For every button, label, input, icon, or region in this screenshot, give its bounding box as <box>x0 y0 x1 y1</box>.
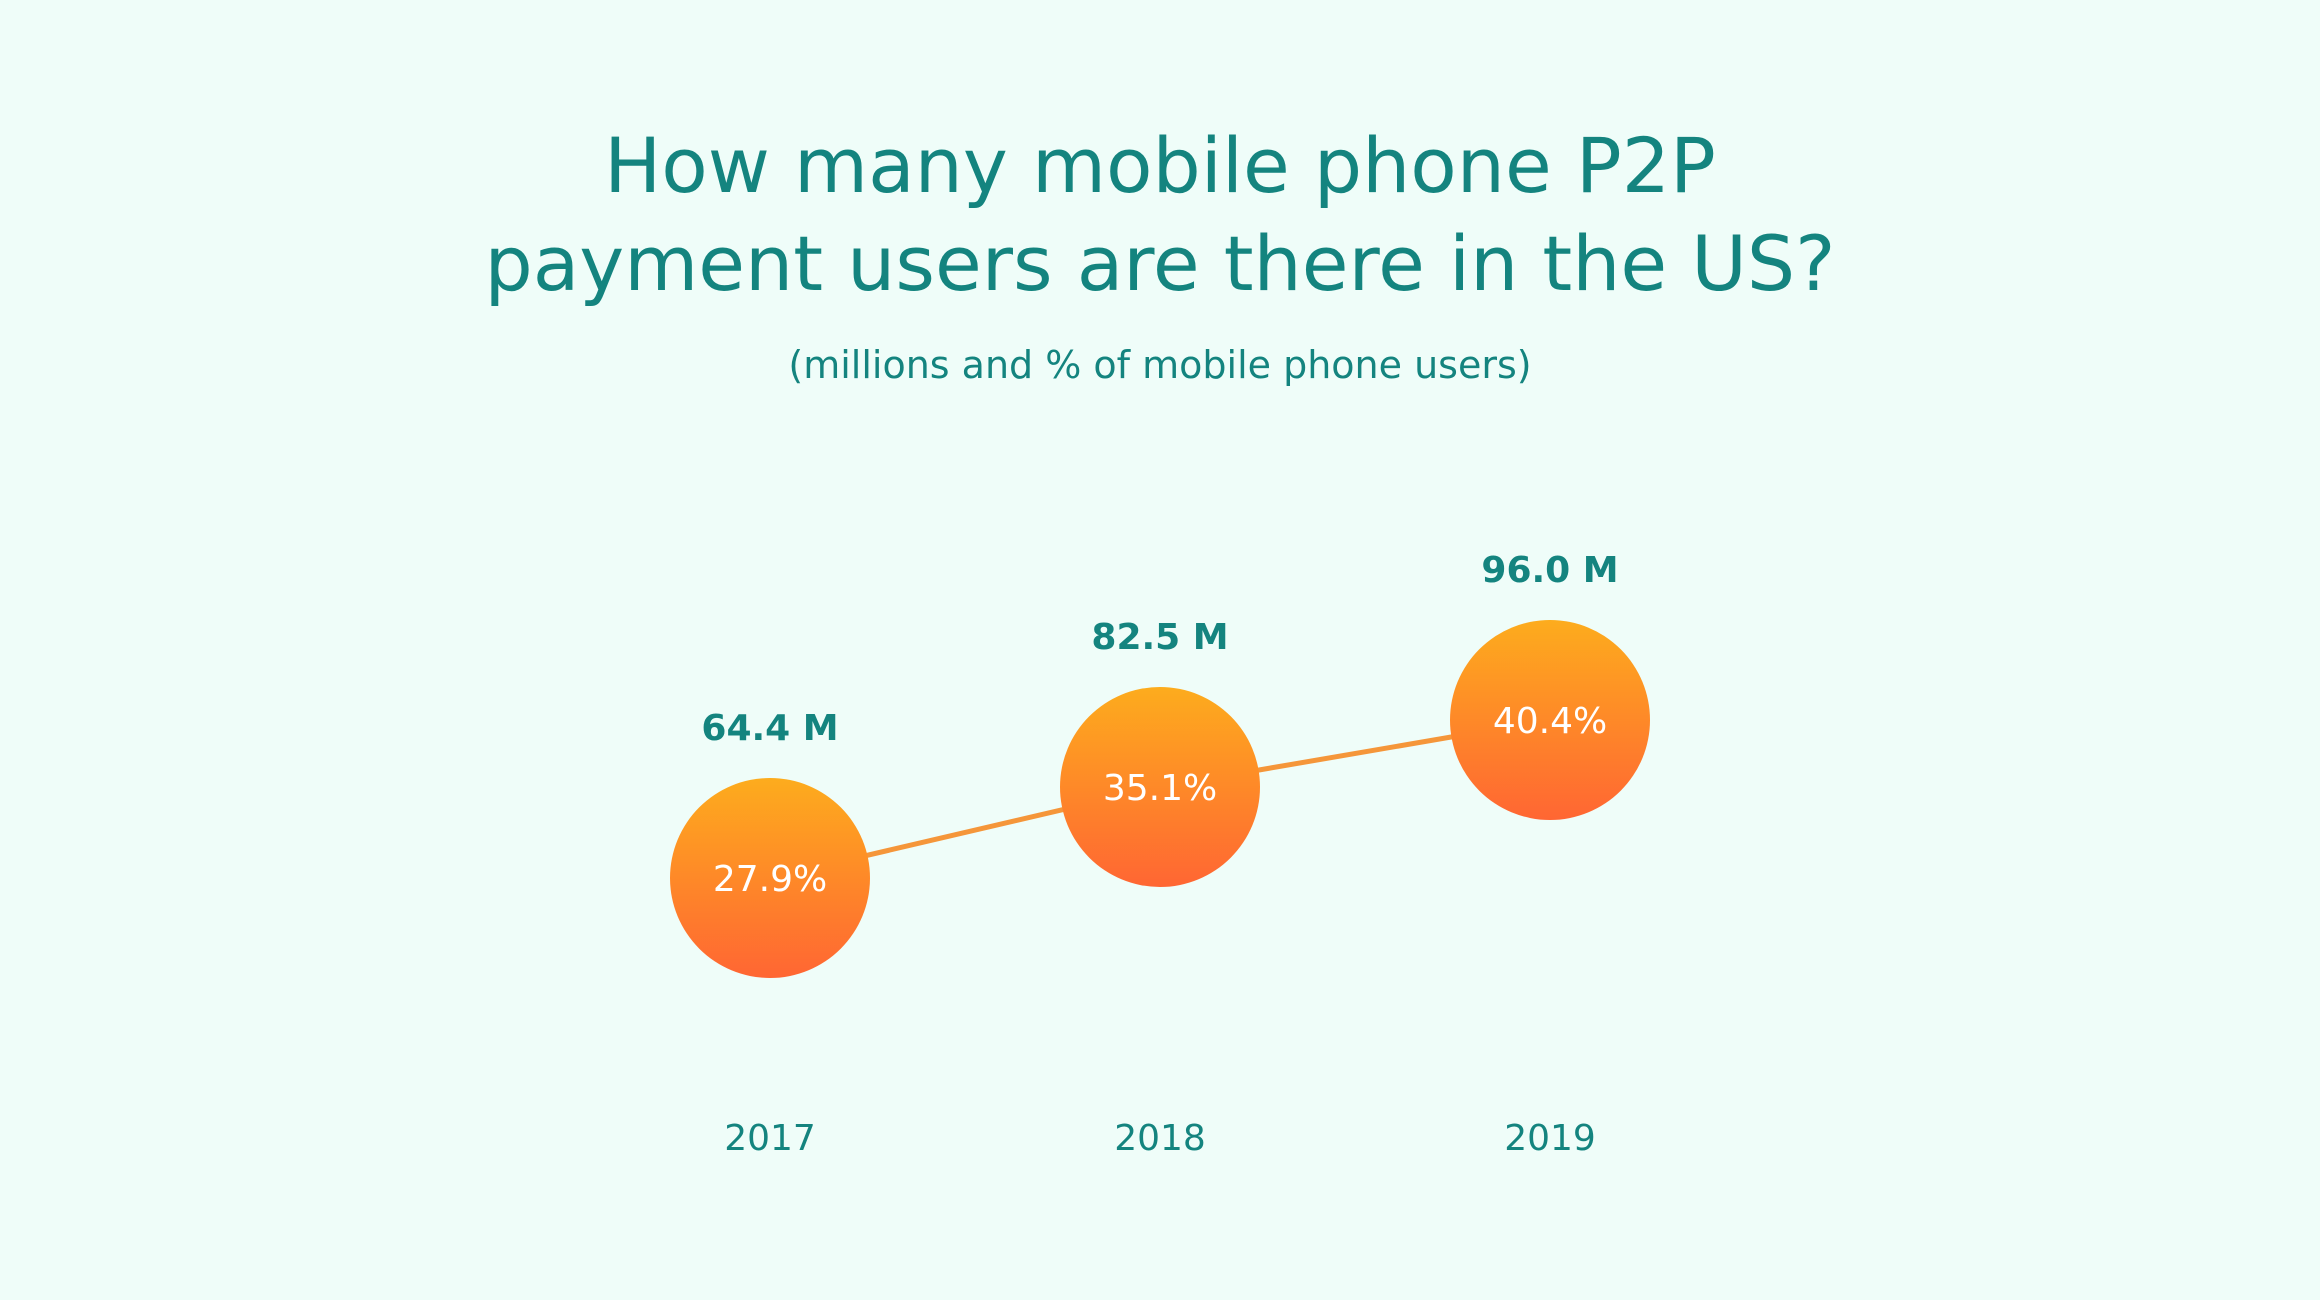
percent-data-label: 35.1% <box>1103 768 1217 809</box>
percent-data-label: 40.4% <box>1493 701 1607 742</box>
x-tick-label: 2019 <box>1504 1118 1596 1159</box>
data-point-bubble <box>670 778 870 978</box>
data-point-bubble <box>1450 620 1650 820</box>
users-data-label: 82.5 M <box>1091 617 1228 658</box>
plot-area: 27.9% 64.4 M 2017 35.1% 82.5 M 2018 40.4% 96.0 … <box>670 550 1650 1159</box>
users-data-label: 64.4 M <box>701 708 838 749</box>
x-tick-label: 2018 <box>1114 1118 1206 1159</box>
data-point-bubble <box>1060 686 1260 887</box>
users-data-label: 96.0 M <box>1481 550 1618 591</box>
percent-data-label: 27.9% <box>713 859 827 900</box>
chart-title-line-1: How many mobile phone P2P <box>604 121 1716 210</box>
chart-subtitle: (millions and % of mobile phone users) <box>788 343 1531 387</box>
x-tick-label: 2017 <box>724 1118 816 1159</box>
chart-title-line-2: payment users are there in the US? <box>484 219 1835 308</box>
